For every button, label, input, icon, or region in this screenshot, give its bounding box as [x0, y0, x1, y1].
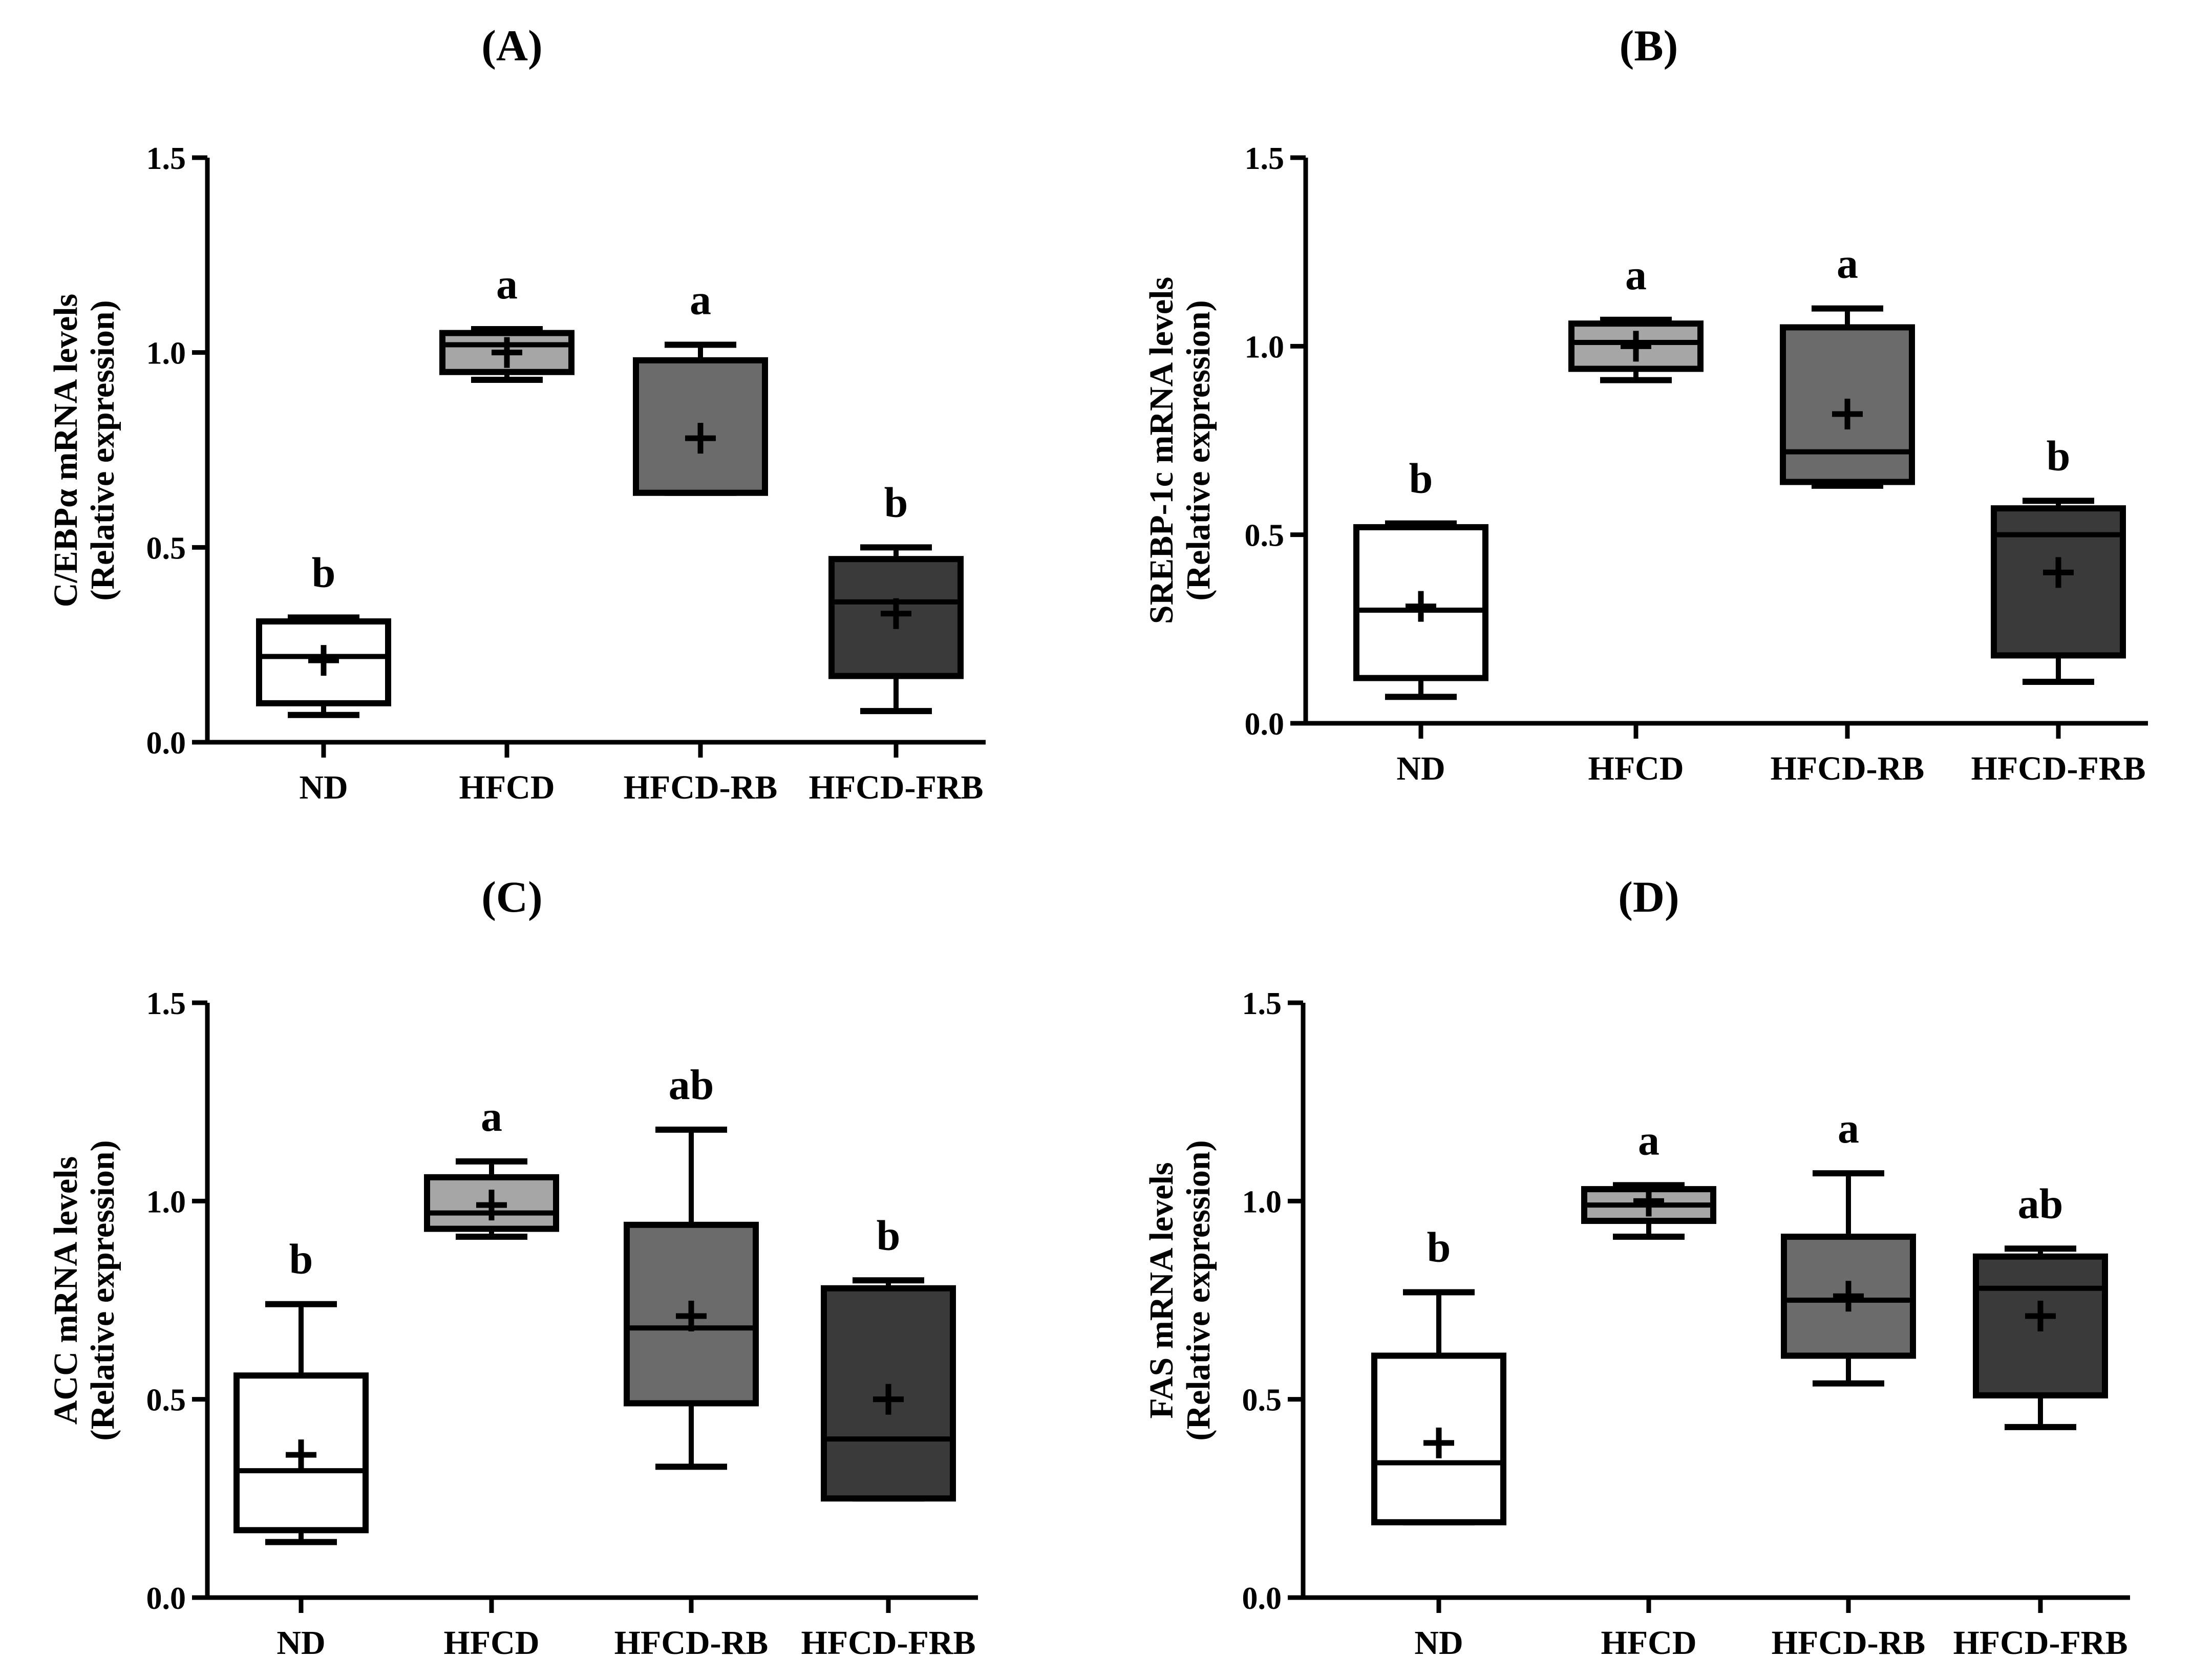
y-tick-label: 0.5: [1245, 519, 1285, 553]
x-tick-label: HFCD: [459, 769, 555, 806]
significance-letter: a: [1625, 251, 1647, 299]
significance-letter: a: [496, 261, 518, 308]
x-tick-label: ND: [299, 769, 348, 806]
significance-letter: ab: [2018, 1180, 2063, 1227]
panel-title: (D): [1618, 872, 1679, 921]
y-tick-label: 1.5: [1245, 141, 1285, 176]
significance-letter: b: [1409, 455, 1433, 503]
y-axis-label-line1: SREBP-1c mRNA levels: [1143, 277, 1180, 624]
panel-d-chart: (D) FAS mRNA levels (Relative expression…: [1143, 872, 2130, 1662]
significance-letter: a: [1638, 1116, 1659, 1164]
panel-a-chart: (A) C/EBPα mRNA levels (Relative express…: [47, 21, 986, 806]
x-tick-label: HFCD-RB: [1771, 750, 1925, 787]
y-axis-label-line2: (Relative expression): [1180, 300, 1217, 600]
panel-a: (A) C/EBPα mRNA levels (Relative express…: [0, 0, 1096, 840]
significance-letter: b: [312, 549, 336, 596]
panel-title: (B): [1620, 21, 1678, 70]
x-tick-label: HFCD: [1601, 1624, 1697, 1662]
x-tick-label: ND: [1396, 750, 1445, 787]
panel-title: (C): [481, 872, 542, 921]
x-tick-label: HFCD-FRB: [1971, 750, 2146, 787]
y-tick-label: 1.0: [1242, 1184, 1282, 1219]
x-tick-label: HFCD-RB: [614, 1624, 769, 1662]
y-tick-label: 0.5: [1242, 1383, 1282, 1418]
x-tick-label: ND: [276, 1624, 325, 1662]
panel-c: (C) ACC mRNA levels (Relative expression…: [0, 840, 1096, 1680]
y-axis-label-line1: FAS mRNA levels: [1143, 1162, 1180, 1418]
x-tick-label: ND: [1414, 1624, 1463, 1662]
y-tick-label: 1.0: [1245, 330, 1285, 364]
significance-letter: b: [2047, 432, 2071, 480]
significance-letter: a: [690, 276, 711, 324]
y-tick-label: 0.0: [1242, 1581, 1282, 1616]
y-tick-label: 0.5: [146, 531, 186, 566]
box-hfcd-rb: [1781, 1234, 1916, 1359]
y-axis-label-line2: (Relative expression): [84, 300, 121, 600]
x-tick-label: HFCD-RB: [624, 769, 778, 806]
panel-b-chart: (B) SREBP-1c mRNA levels (Relative expre…: [1143, 21, 2148, 787]
x-tick-label: HFCD-FRB: [801, 1624, 976, 1662]
x-tick-label: HFCD-FRB: [809, 769, 984, 806]
y-tick-label: 1.5: [146, 986, 186, 1021]
panel-d: (D) FAS mRNA levels (Relative expression…: [1096, 840, 2191, 1680]
panel-b: (B) SREBP-1c mRNA levels (Relative expre…: [1096, 0, 2191, 840]
significance-letter: a: [1838, 1105, 1859, 1152]
y-tick-label: 1.0: [146, 336, 186, 371]
panel-title: (A): [481, 21, 542, 70]
y-tick-label: 0.5: [146, 1383, 186, 1418]
significance-letter: b: [877, 1212, 901, 1259]
significance-letter: a: [481, 1093, 502, 1140]
x-tick-label: HFCD: [1588, 750, 1684, 787]
y-tick-label: 1.0: [146, 1184, 186, 1219]
y-tick-label: 0.0: [146, 1581, 186, 1616]
y-tick-label: 0.0: [1245, 707, 1285, 742]
y-axis-label-line1: C/EBPα mRNA levels: [47, 294, 84, 607]
y-tick-label: 0.0: [146, 726, 186, 761]
panel-c-chart: (C) ACC mRNA levels (Relative expression…: [47, 872, 978, 1662]
significance-letter: b: [289, 1236, 313, 1283]
y-tick-label: 1.5: [146, 141, 186, 176]
box-hfcd-frb: [1973, 1253, 2108, 1398]
x-tick-label: HFCD: [444, 1624, 540, 1662]
y-axis-label-line2: (Relative expression): [1180, 1140, 1217, 1440]
significance-letter: a: [1837, 240, 1858, 288]
y-tick-label: 1.5: [1242, 986, 1282, 1021]
x-tick-label: HFCD-FRB: [1953, 1624, 2128, 1662]
significance-letter: b: [1427, 1224, 1451, 1272]
significance-letter: ab: [669, 1061, 714, 1109]
x-tick-label: HFCD-RB: [1772, 1624, 1926, 1662]
significance-letter: b: [884, 479, 908, 526]
y-axis-label-line1: ACC mRNA levels: [47, 1156, 84, 1425]
y-axis-label-line2: (Relative expression): [84, 1140, 121, 1440]
